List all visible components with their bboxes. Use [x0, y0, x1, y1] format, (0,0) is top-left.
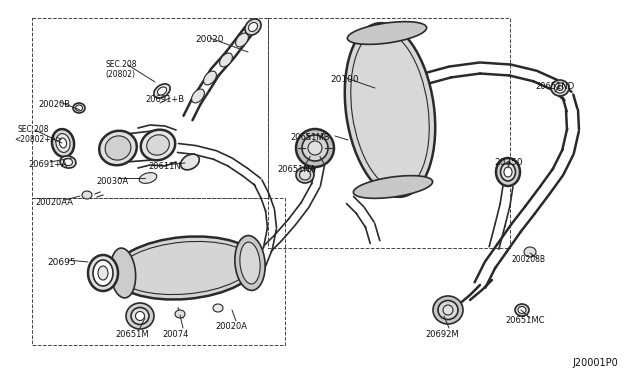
Text: 20651MC: 20651MC [505, 316, 545, 325]
Ellipse shape [500, 163, 515, 181]
Ellipse shape [136, 311, 145, 321]
Text: 20030A: 20030A [96, 177, 128, 186]
Ellipse shape [154, 84, 170, 98]
Ellipse shape [56, 134, 70, 153]
Text: 20020A: 20020A [215, 322, 247, 331]
Text: 20074: 20074 [162, 330, 188, 339]
Ellipse shape [140, 173, 157, 183]
Ellipse shape [496, 158, 520, 186]
Ellipse shape [345, 23, 435, 197]
Ellipse shape [296, 129, 334, 167]
Ellipse shape [353, 176, 433, 198]
Ellipse shape [105, 136, 131, 160]
Ellipse shape [99, 131, 137, 165]
Text: SEC.208: SEC.208 [18, 125, 49, 134]
Ellipse shape [204, 71, 216, 85]
Ellipse shape [443, 305, 453, 315]
Ellipse shape [82, 191, 92, 199]
Ellipse shape [524, 247, 536, 257]
Ellipse shape [296, 167, 314, 183]
Ellipse shape [52, 129, 74, 157]
Ellipse shape [515, 304, 529, 316]
Ellipse shape [63, 158, 72, 166]
Ellipse shape [88, 255, 118, 291]
Ellipse shape [245, 19, 261, 35]
Ellipse shape [240, 242, 260, 284]
Ellipse shape [73, 103, 85, 113]
Ellipse shape [98, 266, 108, 280]
Ellipse shape [76, 105, 83, 111]
Ellipse shape [141, 130, 175, 160]
Ellipse shape [180, 154, 199, 170]
Ellipse shape [93, 260, 113, 286]
Ellipse shape [518, 307, 526, 314]
Ellipse shape [131, 308, 149, 324]
Ellipse shape [235, 235, 265, 291]
Ellipse shape [191, 89, 204, 103]
Text: 20350: 20350 [494, 158, 523, 167]
Ellipse shape [302, 135, 328, 161]
Ellipse shape [213, 304, 223, 312]
Text: 20651ND: 20651ND [535, 82, 574, 91]
Ellipse shape [348, 22, 427, 44]
Ellipse shape [504, 167, 512, 177]
Text: J20001P0: J20001P0 [572, 358, 618, 368]
Text: (20802): (20802) [105, 70, 135, 79]
Ellipse shape [220, 53, 232, 67]
Text: 20695: 20695 [47, 258, 76, 267]
Ellipse shape [113, 237, 257, 299]
Ellipse shape [147, 135, 170, 155]
Ellipse shape [110, 248, 136, 298]
Ellipse shape [236, 33, 248, 47]
Ellipse shape [60, 138, 67, 148]
Ellipse shape [157, 87, 166, 95]
Text: 20020AA: 20020AA [35, 198, 73, 207]
Text: 20651MB: 20651MB [290, 133, 330, 142]
Text: 20100: 20100 [330, 75, 358, 84]
Text: 20691+A: 20691+A [28, 160, 67, 169]
Text: 200208B: 200208B [512, 255, 546, 264]
Ellipse shape [554, 83, 566, 93]
Ellipse shape [308, 141, 322, 155]
Ellipse shape [438, 301, 458, 320]
Ellipse shape [60, 156, 76, 168]
Ellipse shape [433, 296, 463, 324]
Ellipse shape [126, 303, 154, 329]
Text: 20692M: 20692M [425, 330, 459, 339]
Ellipse shape [300, 170, 310, 180]
Text: <20802+A>: <20802+A> [14, 135, 62, 144]
Ellipse shape [551, 80, 569, 96]
Text: 20020B: 20020B [38, 100, 70, 109]
Text: 20651NA: 20651NA [277, 165, 316, 174]
Ellipse shape [248, 22, 257, 32]
Text: 20691+B: 20691+B [145, 95, 184, 104]
Text: SEC.208: SEC.208 [105, 60, 136, 69]
Ellipse shape [557, 86, 563, 90]
Text: 20651M: 20651M [115, 330, 148, 339]
Ellipse shape [175, 310, 185, 318]
Text: 20020: 20020 [195, 35, 223, 44]
Text: 20611N: 20611N [148, 162, 180, 171]
